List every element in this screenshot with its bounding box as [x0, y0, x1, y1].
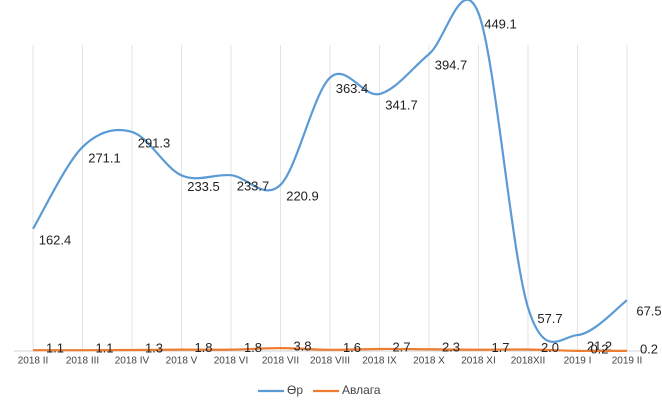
- x-tick-label: 2018XII: [511, 356, 545, 367]
- data-label: 449.1: [484, 17, 517, 32]
- x-tick-label: 2018 VI: [214, 356, 248, 367]
- data-label: 2.3: [442, 340, 460, 355]
- series-line: [32, 0, 628, 343]
- data-label: 0.2: [590, 341, 608, 356]
- x-tick-label: 2019 II: [612, 356, 643, 367]
- data-label: 233.5: [187, 179, 220, 194]
- data-label: 57.7: [537, 311, 562, 326]
- x-tick-label: 2018 XI: [461, 356, 495, 367]
- data-label: 341.7: [385, 97, 418, 112]
- data-label: 1.7: [491, 340, 509, 355]
- x-tick-label: 2018 V: [166, 356, 198, 367]
- legend-label: Өр: [287, 383, 303, 397]
- x-tick-label: 2019 I: [564, 356, 592, 367]
- x-tick-label: 2018 X: [413, 356, 445, 367]
- data-label: 233.7: [237, 179, 270, 194]
- data-label: 67.5: [636, 304, 661, 319]
- data-label: 1.3: [145, 340, 163, 355]
- x-tick-label: 2018 II: [18, 356, 49, 367]
- data-label: 1.1: [46, 341, 64, 356]
- data-label: 162.4: [39, 232, 72, 247]
- data-label: 394.7: [435, 58, 468, 73]
- data-label: 2.7: [392, 339, 410, 354]
- x-tick-label: 2018 VII: [262, 356, 299, 367]
- data-label: 3.8: [293, 339, 311, 354]
- data-label: 1.8: [194, 340, 212, 355]
- data-label: 2.0: [541, 340, 559, 355]
- data-label: 1.8: [244, 340, 262, 355]
- data-label: 363.4: [336, 81, 369, 96]
- data-label: 1.1: [95, 341, 113, 356]
- x-tick-label: 2018 III: [66, 356, 99, 367]
- data-label: 0.2: [640, 341, 658, 356]
- x-tick-label: 2018 VIII: [310, 356, 350, 367]
- data-label: 21.2: [587, 338, 612, 353]
- series-line: [32, 347, 628, 353]
- data-label: 1.6: [343, 340, 361, 355]
- data-label: 291.3: [138, 135, 171, 150]
- legend-label: Авлага: [342, 383, 381, 397]
- data-label: 220.9: [286, 188, 319, 203]
- data-label: 271.1: [88, 151, 121, 166]
- x-tick-label: 2018 IX: [362, 356, 397, 367]
- x-tick-label: 2018 IV: [115, 356, 150, 367]
